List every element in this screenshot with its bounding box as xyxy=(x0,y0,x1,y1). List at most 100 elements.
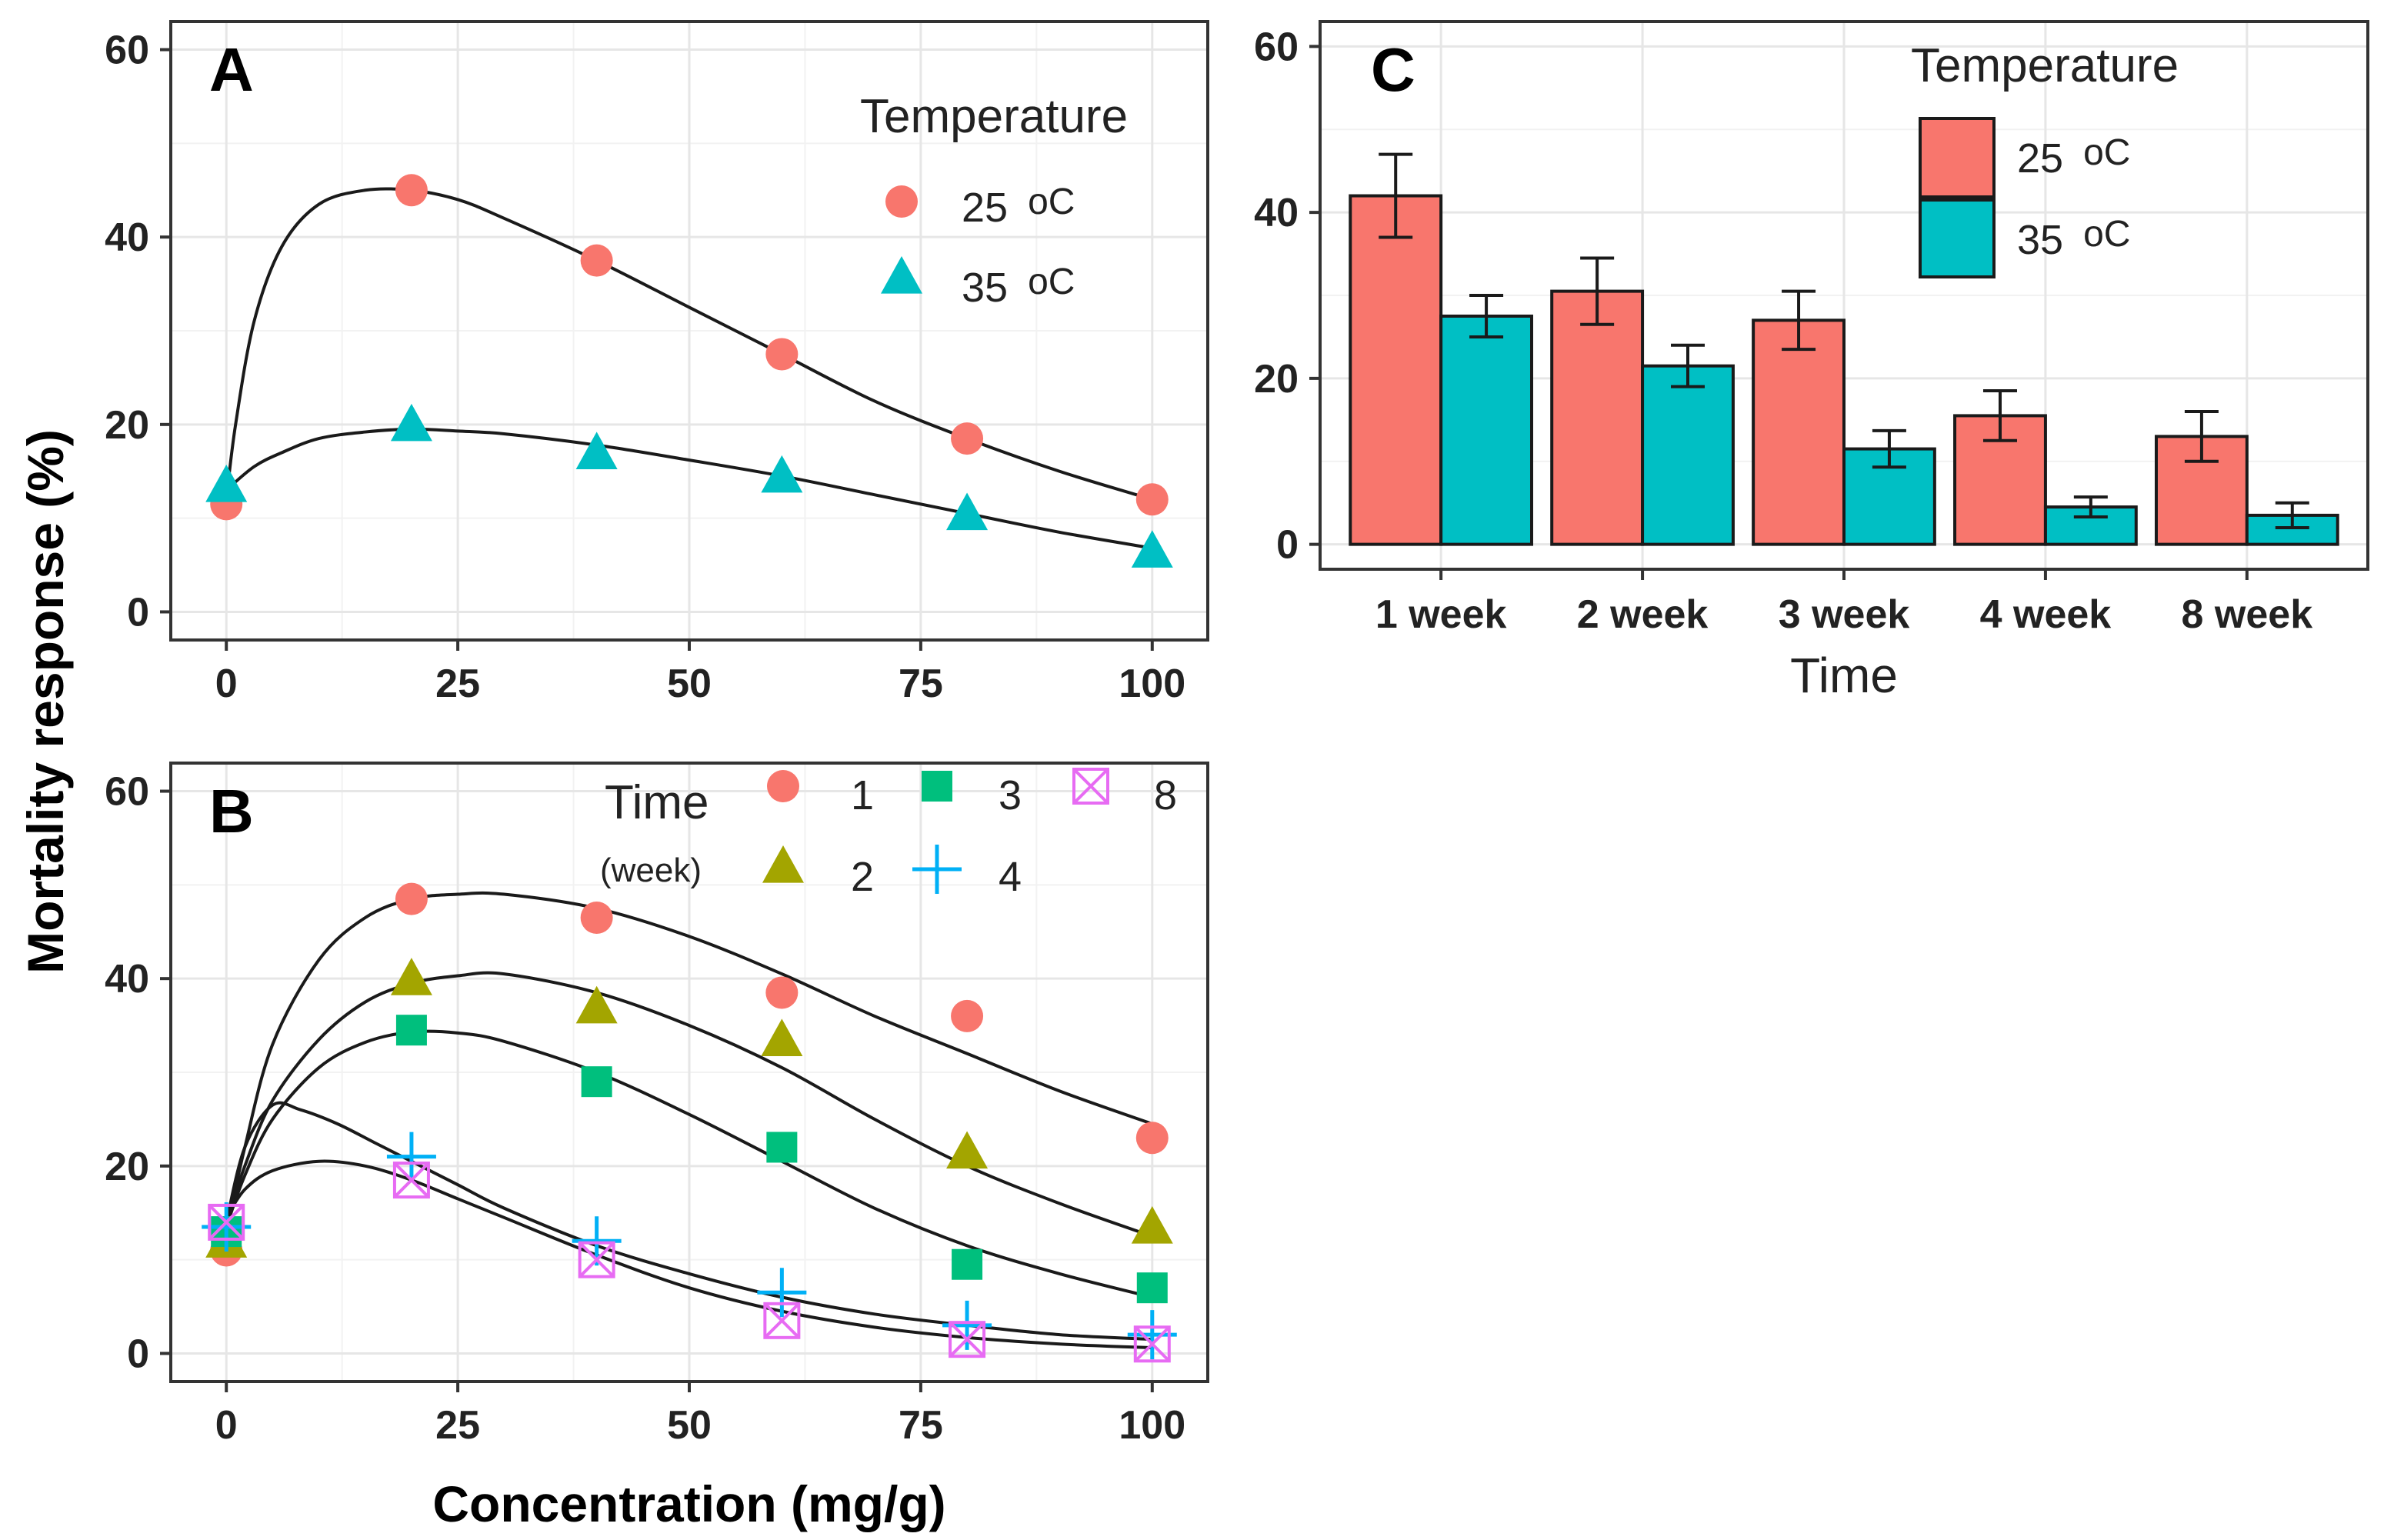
panelB-point-2-20 xyxy=(390,958,432,995)
panelB-point-1-80 xyxy=(951,999,984,1032)
panel-a-legend-title: Temperature xyxy=(860,90,1128,143)
panel-c-legend-title: Temperature xyxy=(1911,39,2179,92)
panel-c-errbar-25oC-1 xyxy=(1580,256,1615,326)
panelB-y-tick-label: 60 xyxy=(105,770,149,815)
panelA-x-tick-label: 75 xyxy=(899,662,943,706)
panelB-fit-line-4 xyxy=(225,1101,1152,1342)
panelB-point-4-40 xyxy=(572,1216,622,1266)
panelB-y-tick-label: 20 xyxy=(105,1145,149,1189)
panelB-point-1-40 xyxy=(580,902,613,934)
panelB-point-3-80 xyxy=(952,1248,983,1280)
panelB-point-8-60-box xyxy=(763,1302,801,1339)
panel-c-x-tick-label: 3 week xyxy=(1779,592,1910,637)
panel-b-legend-subtitle: (week) xyxy=(600,852,702,889)
panel-b-legend-key-8-box xyxy=(1072,768,1109,805)
panel-b-legend-key-2 xyxy=(762,845,804,883)
panel-c-x-axis-title: Time xyxy=(1790,648,1898,703)
panelB-point-3-100 xyxy=(1136,1272,1168,1304)
panel-a-legend-keys xyxy=(881,185,922,294)
panelA-point-25oC-80 xyxy=(951,422,984,455)
panel-b-letter: B xyxy=(209,777,254,845)
panelA-x-tick-label: 25 xyxy=(435,662,480,706)
panelB-point-8-60 xyxy=(763,1302,801,1339)
panelB-point-8-0-box xyxy=(208,1203,245,1241)
panelB-point-1-60 xyxy=(765,976,799,1009)
panelB-point-2-100 xyxy=(1131,1206,1173,1244)
panel-c-errbar-25oC-3 xyxy=(1982,389,2017,442)
panel-c-letter: C xyxy=(1371,35,1415,104)
panelB-point-2-80 xyxy=(946,1131,989,1169)
panel-b-legend-key-1 xyxy=(767,770,799,802)
panelA-point-35oC-40 xyxy=(575,432,618,469)
panel-a-axes: 0 25 50 75 100 0 20 40 60 xyxy=(105,28,1185,706)
panelB-point-8-40-box xyxy=(578,1241,615,1278)
panel-c-errbar-25oC-0 xyxy=(1379,152,1413,239)
panelB-point-8-60-x2 xyxy=(763,1302,800,1339)
panel-c-x-tick-label: 2 week xyxy=(1577,592,1709,637)
panel-a: 0 25 50 75 100 0 20 40 60 A Temperature 25 oC 35 o… xyxy=(105,20,1209,706)
panelA-point-25oC-60 xyxy=(765,338,799,371)
panelB-point-4-20 xyxy=(386,1132,436,1182)
panelB-point-8-0-x2 xyxy=(208,1204,245,1241)
panel-c-bar-35oC-0 xyxy=(1439,314,1534,546)
panel-b-legend-key-8-x2 xyxy=(1072,768,1109,805)
panelA-y-tick-label: 40 xyxy=(105,215,149,260)
panelB-point-2-40 xyxy=(575,985,618,1024)
panel-b-legend-key-8 xyxy=(1072,768,1109,805)
panel-c-bar-25oC-0 xyxy=(1349,194,1443,546)
y-axis-title: Mortality response (%) xyxy=(17,429,74,974)
panelB-point-8-100 xyxy=(1133,1325,1171,1363)
panelB-x-tick-label: 0 xyxy=(215,1403,238,1448)
panelB-point-8-40 xyxy=(578,1241,615,1278)
panelB-point-8-80-box xyxy=(949,1321,986,1358)
panel-c-error-bars xyxy=(1379,152,2309,530)
panel-c-x-tick-label: 4 week xyxy=(1980,592,2112,637)
panel-b-grid xyxy=(171,763,1208,1382)
panel-a-points xyxy=(205,174,1173,568)
panelA-y-tick-label: 60 xyxy=(105,28,149,73)
panel-b-legend-label-4: 4 xyxy=(999,854,1022,900)
panel-b-legend-label-2: 2 xyxy=(851,854,874,900)
panelB-point-3-60 xyxy=(766,1132,798,1163)
panelB-point-8-80 xyxy=(949,1321,986,1358)
panel-b-points xyxy=(202,882,1177,1363)
panel-b-legend-label-8: 8 xyxy=(1154,772,1177,818)
panelA-x-tick-label: 0 xyxy=(215,662,238,706)
panel-c-y-tick-label: 60 xyxy=(1254,25,1299,69)
panelB-x-tick-label: 50 xyxy=(667,1403,712,1448)
panelA-x-tick-label: 100 xyxy=(1119,662,1185,706)
panel-c-bars xyxy=(1349,194,2339,546)
panelA-point-35oC-20 xyxy=(390,403,432,442)
panelB-point-8-20-x2 xyxy=(393,1162,430,1198)
panelB-x-tick-label: 25 xyxy=(435,1403,480,1448)
panel-c-errbar-35oC-0 xyxy=(1469,294,1504,338)
panel-c-legend-key-25 xyxy=(1919,117,1996,198)
panel-b-legend-label-3: 3 xyxy=(999,772,1022,818)
panel-a-legend-key-25 xyxy=(885,185,918,218)
panelA-point-25oC-40 xyxy=(580,244,613,277)
panelA-point-35oC-80 xyxy=(946,492,989,531)
panel-a-legend-label-35: 35 oC xyxy=(962,262,1075,311)
panel-c-y-tick-label: 20 xyxy=(1254,357,1299,402)
panel-c-bar-25oC-1 xyxy=(1550,289,1645,546)
panel-a-legend-label-25: 25 oC xyxy=(962,182,1075,231)
panel-c-legend-label-35: 35 oC xyxy=(2017,214,2130,263)
panelA-y-tick-label: 0 xyxy=(127,590,149,635)
panelB-y-tick-label: 40 xyxy=(105,957,149,1002)
panelA-point-35oC-100 xyxy=(1131,530,1173,568)
panel-b-legend-key-4 xyxy=(912,845,962,894)
panelB-point-8-100-x2 xyxy=(1134,1325,1171,1362)
panelB-point-3-40 xyxy=(581,1066,612,1098)
panelB-x-tick-label: 75 xyxy=(899,1403,943,1448)
panelB-fit-line-1 xyxy=(225,891,1153,1232)
panel-b-legend: Time (week) 1 2 3 4 8 xyxy=(600,768,1177,900)
panelA-point-35oC-60 xyxy=(761,455,803,493)
panel-b-axes: 0 25 50 75 100 0 20 40 60 xyxy=(105,770,1185,1448)
panel-b-legend-label-1: 1 xyxy=(851,772,874,818)
panelB-point-1-20 xyxy=(395,882,428,915)
panel-c-errbar-25oC-4 xyxy=(2184,410,2219,463)
panelB-point-8-20-box xyxy=(392,1162,430,1199)
panel-c-bar-35oC-1 xyxy=(1641,364,1735,546)
